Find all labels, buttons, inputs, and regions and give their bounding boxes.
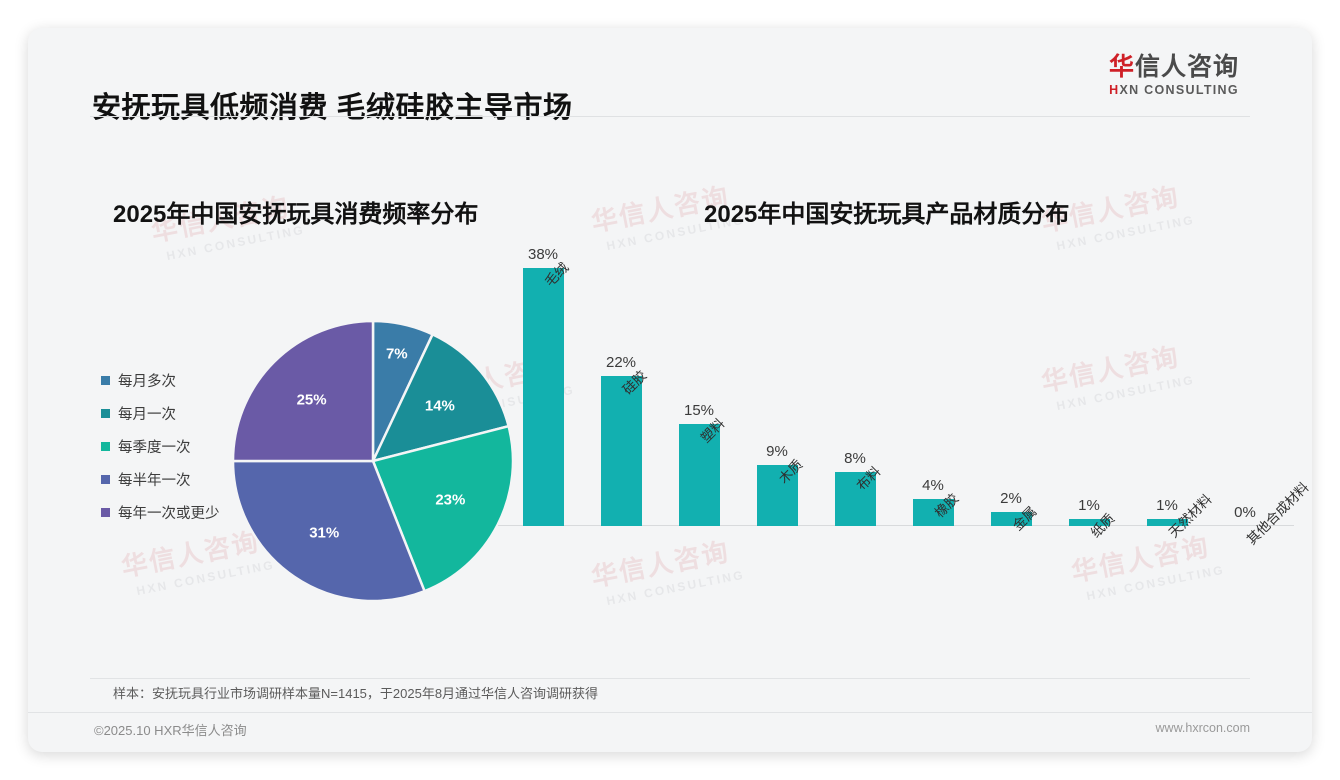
bar-rect[interactable] xyxy=(1068,519,1110,526)
bar-rect[interactable] xyxy=(990,512,1032,526)
bar-value-label: 9% xyxy=(766,443,788,460)
footer-divider xyxy=(28,712,1312,713)
pie-legend-label: 每月一次 xyxy=(118,407,176,423)
bar-value-label: 1% xyxy=(1156,497,1178,514)
bar-column[interactable]: 2% 金属 xyxy=(972,490,1050,533)
bar-column[interactable]: 15% 塑料 xyxy=(660,402,738,526)
bar-value-label: 38% xyxy=(527,246,559,263)
company-logo: 华信人咨询 HXN CONSULTING xyxy=(1098,54,1250,97)
pie-legend-label: 每季度一次 xyxy=(118,440,191,456)
slide-card: 华信人咨询 HXN CONSULTING 华信人咨询 HXN CONSULTIN… xyxy=(28,28,1312,752)
bar-value-label: 22% xyxy=(605,354,637,371)
watermark-en: HXN CONSULTING xyxy=(1055,212,1197,254)
logo-char-hua: 华 xyxy=(1108,53,1135,81)
page-title: 安抚玩具低频消费 毛绒硅胶主导市场 xyxy=(92,92,573,124)
pie-slice[interactable] xyxy=(371,424,515,593)
sample-note: 样本：安抚玩具行业市场调研样本量N=1415，于2025年8月通过华信人咨询调研… xyxy=(113,686,599,701)
pie-legend: 每月多次每月一次每季度一次每半年一次每年一次或更少 xyxy=(101,364,220,529)
bar-chart-title: 2025年中国安抚玩具产品材质分布 xyxy=(704,201,1070,228)
bar-rect[interactable] xyxy=(600,376,642,526)
legend-swatch-icon xyxy=(101,475,110,484)
pie-slice[interactable] xyxy=(370,332,511,463)
legend-swatch-icon xyxy=(101,409,110,418)
bar-axis-line xyxy=(498,525,1294,526)
bar-column[interactable]: 4% 橡胶 xyxy=(894,477,972,526)
bar-column[interactable]: 8% 布料 xyxy=(816,450,894,526)
bar-value-label: 0% xyxy=(1234,504,1256,521)
website-url: www.hxrcon.com xyxy=(1155,721,1250,735)
bar-rect[interactable] xyxy=(1146,519,1188,526)
pie-chart-title: 2025年中国安抚玩具消费频率分布 xyxy=(113,201,479,228)
bar-value-label: 15% xyxy=(683,402,715,419)
bar-value-label: 1% xyxy=(1078,497,1100,514)
bar-rect[interactable] xyxy=(678,424,720,526)
bar-value-label: 2% xyxy=(1000,490,1022,507)
bar-column[interactable]: 1% 纸质 xyxy=(1050,497,1128,540)
bar-rect[interactable] xyxy=(522,268,564,526)
pie-legend-item[interactable]: 每半年一次 xyxy=(101,463,220,496)
bar-rect[interactable] xyxy=(912,499,954,526)
pie-slice-value: 14% xyxy=(424,397,455,415)
sample-divider xyxy=(90,678,1250,679)
pie-legend-label: 每年一次或更少 xyxy=(118,506,220,522)
logo-chinese-text: 华信人咨询 xyxy=(1098,54,1250,80)
bar-column[interactable]: 9% 木质 xyxy=(738,443,816,526)
header-divider xyxy=(90,116,1250,117)
bar-column[interactable]: 38% 毛绒 xyxy=(504,246,582,526)
pie-legend-item[interactable]: 每年一次或更少 xyxy=(101,496,220,529)
pie-slice-value: 23% xyxy=(435,491,466,509)
logo-chinese-rest: 信人咨询 xyxy=(1135,53,1240,81)
bar-chart: 38% 毛绒 22% 硅胶 15% 塑料 9% 木质 8% 布料 4% 橡胶 2% 金属 1% 纸质 1% 天然材… xyxy=(490,246,1312,654)
pie-slice-value: 31% xyxy=(309,524,340,542)
bar-rect[interactable] xyxy=(756,465,798,526)
bar-value-label: 8% xyxy=(844,450,866,467)
pie-graphic xyxy=(231,319,515,603)
logo-letter-h: H xyxy=(1109,83,1120,98)
logo-english-rest: XN CONSULTING xyxy=(1119,83,1239,98)
legend-swatch-icon xyxy=(101,508,110,517)
pie-slice-value: 25% xyxy=(296,391,327,409)
pie-legend-item[interactable]: 每季度一次 xyxy=(101,430,220,463)
legend-swatch-icon xyxy=(101,442,110,451)
bar-rect[interactable] xyxy=(834,472,876,526)
pie-chart: 每月多次每月一次每季度一次每半年一次每年一次或更少 7% 14% 23% 31% 25% xyxy=(68,278,588,638)
bar-column[interactable]: 1% 天然材料 xyxy=(1128,492,1215,540)
bar-value-label: 4% xyxy=(922,477,944,494)
pie-legend-item[interactable]: 每月一次 xyxy=(101,397,220,430)
pie-legend-item[interactable]: 每月多次 xyxy=(101,364,220,397)
pie-legend-label: 每半年一次 xyxy=(118,473,191,489)
legend-swatch-icon xyxy=(101,376,110,385)
slide-header: 安抚玩具低频消费 毛绒硅胶主导市场 华信人咨询 HXN CONSULTING xyxy=(28,28,1312,124)
bar-column[interactable]: 22% 硅胶 xyxy=(582,354,660,526)
pie-legend-label: 每月多次 xyxy=(118,374,176,390)
pie-slice[interactable] xyxy=(231,459,427,603)
copyright-text: ©2025.10 HXR华信人咨询 xyxy=(94,723,247,738)
logo-english-text: HXN CONSULTING xyxy=(1098,83,1250,97)
pie-slice[interactable] xyxy=(231,319,375,463)
pie-slice-value: 7% xyxy=(385,345,408,363)
